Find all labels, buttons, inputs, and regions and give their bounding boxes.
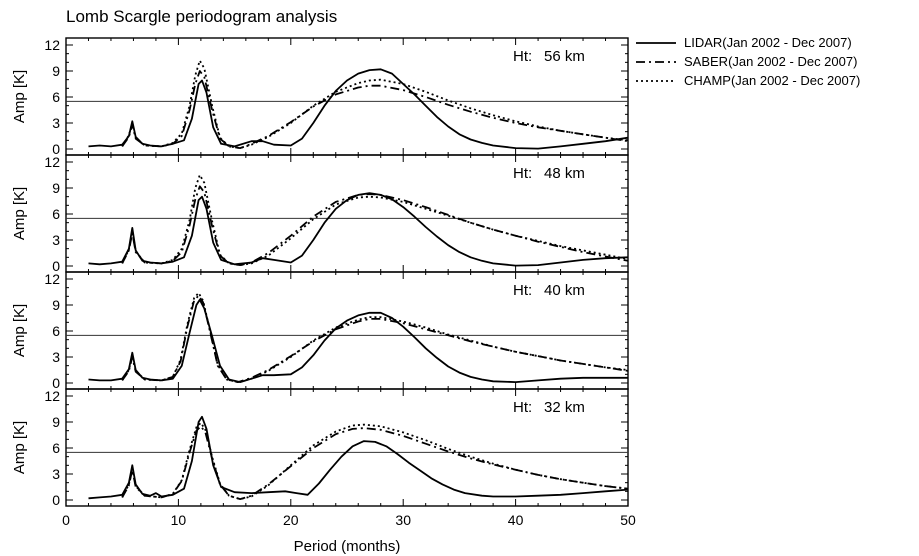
series-line-dotted — [121, 422, 629, 500]
legend: LIDAR(Jan 2002 - Dec 2007) SABER(Jan 2002… — [636, 35, 860, 88]
height-label-prefix: Ht: — [513, 48, 532, 65]
series-line-solid — [88, 415, 629, 500]
legend-label: LIDAR(Jan 2002 - Dec 2007) — [684, 35, 852, 50]
series-line-dotted — [121, 174, 629, 266]
x-tick-label: 10 — [171, 512, 187, 528]
panels-group: 0 3 6 9 12 Amp [K] Ht: 56 km 0 3 6 9 12 Amp [K] Ht: 48 … — [11, 37, 636, 528]
chart-title: Lomb Scargle periodogram analysis — [66, 7, 337, 26]
x-tick-label: 0 — [62, 512, 70, 528]
series-line-dashdot — [121, 294, 629, 383]
y-tick-label: 3 — [52, 349, 60, 365]
series-line-dashdot — [121, 185, 629, 266]
legend-label: SABER(Jan 2002 - Dec 2007) — [684, 54, 857, 69]
y-tick-label: 6 — [52, 89, 60, 105]
x-axis-label: Period (months) — [294, 538, 401, 555]
y-tick-label: 12 — [44, 37, 60, 53]
series-line-solid — [88, 298, 628, 383]
series-line-solid — [88, 192, 629, 267]
y-tick-label: 12 — [44, 271, 60, 287]
y-tick-label: 9 — [52, 63, 60, 79]
x-tick-label: 50 — [620, 512, 636, 528]
series-line-solid — [88, 68, 629, 150]
y-tick-label: 0 — [52, 375, 60, 391]
x-tick-label: 40 — [508, 512, 524, 528]
y-tick-label: 9 — [52, 180, 60, 196]
y-tick-label: 6 — [52, 206, 60, 222]
y-tick-label: 9 — [52, 297, 60, 313]
height-label-value: 40 km — [544, 282, 585, 299]
y-tick-label: 3 — [52, 115, 60, 131]
panel-4: 0 3 6 9 12 Amp [K] Ht: 32 km — [11, 388, 629, 508]
y-axis-label: Amp [K] — [11, 304, 28, 357]
y-tick-label: 12 — [44, 388, 60, 404]
series-line-dashdot — [121, 70, 629, 149]
y-tick-label: 3 — [52, 466, 60, 482]
y-tick-label: 9 — [52, 414, 60, 430]
panel-1: 0 3 6 9 12 Amp [K] Ht: 56 km — [11, 37, 629, 157]
height-label-prefix: Ht: — [513, 399, 532, 416]
y-tick-label: 3 — [52, 232, 60, 248]
y-tick-label: 6 — [52, 323, 60, 339]
height-label-prefix: Ht: — [513, 165, 532, 182]
y-tick-label: 0 — [52, 258, 60, 274]
y-axis-label: Amp [K] — [11, 421, 28, 474]
height-label-prefix: Ht: — [513, 282, 532, 299]
height-label-value: 32 km — [544, 399, 585, 416]
y-tick-label: 6 — [52, 440, 60, 456]
y-axis-label: Amp [K] — [11, 187, 28, 240]
height-label-value: 48 km — [544, 165, 585, 182]
legend-label: CHAMP(Jan 2002 - Dec 2007) — [684, 73, 860, 88]
y-tick-label: 12 — [44, 154, 60, 170]
x-tick-label: 30 — [395, 512, 411, 528]
panel-3: 0 3 6 9 12 Amp [K] Ht: 40 km — [11, 271, 629, 391]
y-tick-label: 0 — [52, 492, 60, 508]
series-line-dashdot — [121, 425, 629, 500]
y-tick-label: 0 — [52, 141, 60, 157]
height-label-value: 56 km — [544, 48, 585, 65]
panel-2: 0 3 6 9 12 Amp [K] Ht: 48 km — [11, 154, 629, 274]
x-tick-label: 20 — [283, 512, 299, 528]
y-axis-label: Amp [K] — [11, 70, 28, 123]
series-line-dotted — [121, 292, 629, 383]
